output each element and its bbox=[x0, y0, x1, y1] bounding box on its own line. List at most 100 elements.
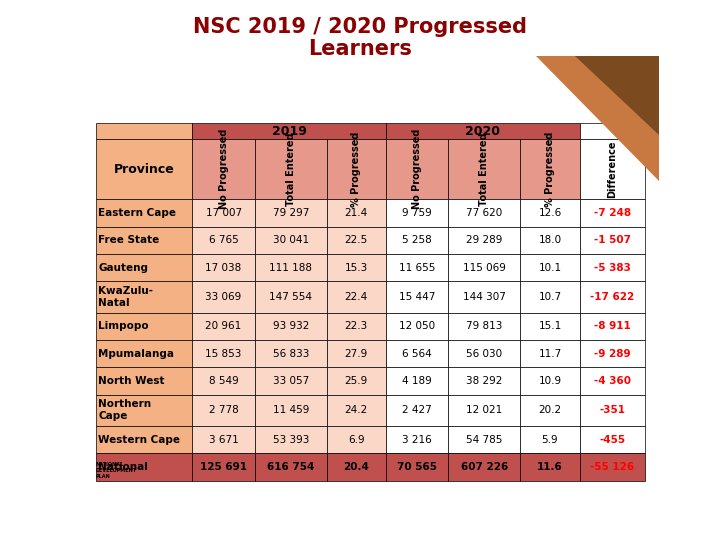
FancyBboxPatch shape bbox=[449, 313, 521, 340]
Text: 17 007: 17 007 bbox=[205, 208, 242, 218]
Polygon shape bbox=[575, 57, 660, 136]
FancyBboxPatch shape bbox=[386, 139, 449, 199]
FancyBboxPatch shape bbox=[96, 340, 192, 367]
Text: 6 564: 6 564 bbox=[402, 349, 432, 359]
Text: 25.9: 25.9 bbox=[345, 376, 368, 386]
FancyBboxPatch shape bbox=[386, 426, 449, 453]
FancyBboxPatch shape bbox=[96, 313, 192, 340]
Text: 27.9: 27.9 bbox=[345, 349, 368, 359]
FancyBboxPatch shape bbox=[255, 313, 327, 340]
FancyBboxPatch shape bbox=[521, 281, 580, 313]
FancyBboxPatch shape bbox=[192, 395, 255, 426]
Text: 79 297: 79 297 bbox=[273, 208, 309, 218]
Text: 33 069: 33 069 bbox=[205, 292, 242, 302]
Text: 6 765: 6 765 bbox=[209, 235, 238, 245]
FancyBboxPatch shape bbox=[255, 199, 327, 227]
Text: 111 188: 111 188 bbox=[269, 262, 312, 273]
FancyBboxPatch shape bbox=[255, 139, 327, 199]
Text: 54 785: 54 785 bbox=[466, 435, 503, 444]
Text: 11.6: 11.6 bbox=[537, 462, 563, 472]
Text: 11 655: 11 655 bbox=[399, 262, 436, 273]
Text: Mpumalanga: Mpumalanga bbox=[99, 349, 174, 359]
FancyBboxPatch shape bbox=[449, 453, 521, 481]
FancyBboxPatch shape bbox=[449, 395, 521, 426]
FancyBboxPatch shape bbox=[386, 313, 449, 340]
FancyBboxPatch shape bbox=[192, 281, 255, 313]
FancyBboxPatch shape bbox=[449, 254, 521, 281]
Text: 17 038: 17 038 bbox=[205, 262, 242, 273]
FancyBboxPatch shape bbox=[255, 426, 327, 453]
FancyBboxPatch shape bbox=[327, 139, 386, 199]
FancyBboxPatch shape bbox=[521, 453, 580, 481]
FancyBboxPatch shape bbox=[255, 367, 327, 395]
FancyBboxPatch shape bbox=[327, 281, 386, 313]
FancyBboxPatch shape bbox=[580, 139, 645, 199]
Text: 144 307: 144 307 bbox=[463, 292, 506, 302]
Polygon shape bbox=[536, 57, 660, 181]
Text: NATIONAL
DEVELOPMENT
PLAN: NATIONAL DEVELOPMENT PLAN bbox=[96, 462, 137, 478]
Text: 93 932: 93 932 bbox=[273, 321, 309, 332]
Text: 11.7: 11.7 bbox=[539, 349, 562, 359]
FancyBboxPatch shape bbox=[449, 227, 521, 254]
FancyBboxPatch shape bbox=[580, 313, 645, 340]
FancyBboxPatch shape bbox=[96, 426, 192, 453]
FancyBboxPatch shape bbox=[327, 426, 386, 453]
Text: 77 620: 77 620 bbox=[467, 208, 503, 218]
Text: -5 383: -5 383 bbox=[594, 262, 631, 273]
Text: 2019: 2019 bbox=[271, 125, 307, 138]
FancyBboxPatch shape bbox=[521, 139, 580, 199]
Text: -455: -455 bbox=[599, 435, 626, 444]
FancyBboxPatch shape bbox=[386, 281, 449, 313]
Text: 38 292: 38 292 bbox=[466, 376, 503, 386]
FancyBboxPatch shape bbox=[327, 340, 386, 367]
FancyBboxPatch shape bbox=[192, 340, 255, 367]
Text: North West: North West bbox=[99, 376, 165, 386]
FancyBboxPatch shape bbox=[255, 340, 327, 367]
Text: -351: -351 bbox=[600, 406, 626, 415]
FancyBboxPatch shape bbox=[580, 395, 645, 426]
Text: 22.5: 22.5 bbox=[345, 235, 368, 245]
FancyBboxPatch shape bbox=[521, 199, 580, 227]
FancyBboxPatch shape bbox=[96, 199, 192, 227]
Text: 11 459: 11 459 bbox=[273, 406, 309, 415]
FancyBboxPatch shape bbox=[96, 453, 192, 481]
FancyBboxPatch shape bbox=[580, 227, 645, 254]
Text: -4 360: -4 360 bbox=[594, 376, 631, 386]
Text: 22.3: 22.3 bbox=[345, 321, 368, 332]
Text: 3 216: 3 216 bbox=[402, 435, 432, 444]
Text: 3 671: 3 671 bbox=[209, 435, 238, 444]
Text: 24.2: 24.2 bbox=[345, 406, 368, 415]
FancyBboxPatch shape bbox=[96, 227, 192, 254]
Text: NSC 2019 / 2020 Progressed: NSC 2019 / 2020 Progressed bbox=[193, 17, 527, 37]
FancyBboxPatch shape bbox=[327, 395, 386, 426]
Text: 5 258: 5 258 bbox=[402, 235, 432, 245]
Text: 79 813: 79 813 bbox=[466, 321, 503, 332]
Text: Province: Province bbox=[114, 163, 174, 176]
Text: 12 021: 12 021 bbox=[467, 406, 503, 415]
Text: 2 778: 2 778 bbox=[209, 406, 238, 415]
Text: -7 248: -7 248 bbox=[594, 208, 631, 218]
FancyBboxPatch shape bbox=[327, 453, 386, 481]
Text: 6.9: 6.9 bbox=[348, 435, 364, 444]
FancyBboxPatch shape bbox=[521, 367, 580, 395]
Text: 53 393: 53 393 bbox=[273, 435, 309, 444]
FancyBboxPatch shape bbox=[580, 367, 645, 395]
Text: 4 189: 4 189 bbox=[402, 376, 432, 386]
Text: -17 622: -17 622 bbox=[590, 292, 634, 302]
FancyBboxPatch shape bbox=[521, 227, 580, 254]
Text: Eastern Cape: Eastern Cape bbox=[99, 208, 176, 218]
FancyBboxPatch shape bbox=[449, 340, 521, 367]
FancyBboxPatch shape bbox=[327, 227, 386, 254]
FancyBboxPatch shape bbox=[192, 426, 255, 453]
FancyBboxPatch shape bbox=[192, 254, 255, 281]
Text: No Progressed: No Progressed bbox=[413, 129, 422, 210]
FancyBboxPatch shape bbox=[449, 139, 521, 199]
FancyBboxPatch shape bbox=[521, 313, 580, 340]
Text: 29 289: 29 289 bbox=[466, 235, 503, 245]
FancyBboxPatch shape bbox=[449, 281, 521, 313]
Text: 2 427: 2 427 bbox=[402, 406, 432, 415]
FancyBboxPatch shape bbox=[386, 123, 580, 139]
Text: Total Entered: Total Entered bbox=[286, 132, 296, 206]
Text: 15 853: 15 853 bbox=[205, 349, 242, 359]
Text: 9 759: 9 759 bbox=[402, 208, 432, 218]
